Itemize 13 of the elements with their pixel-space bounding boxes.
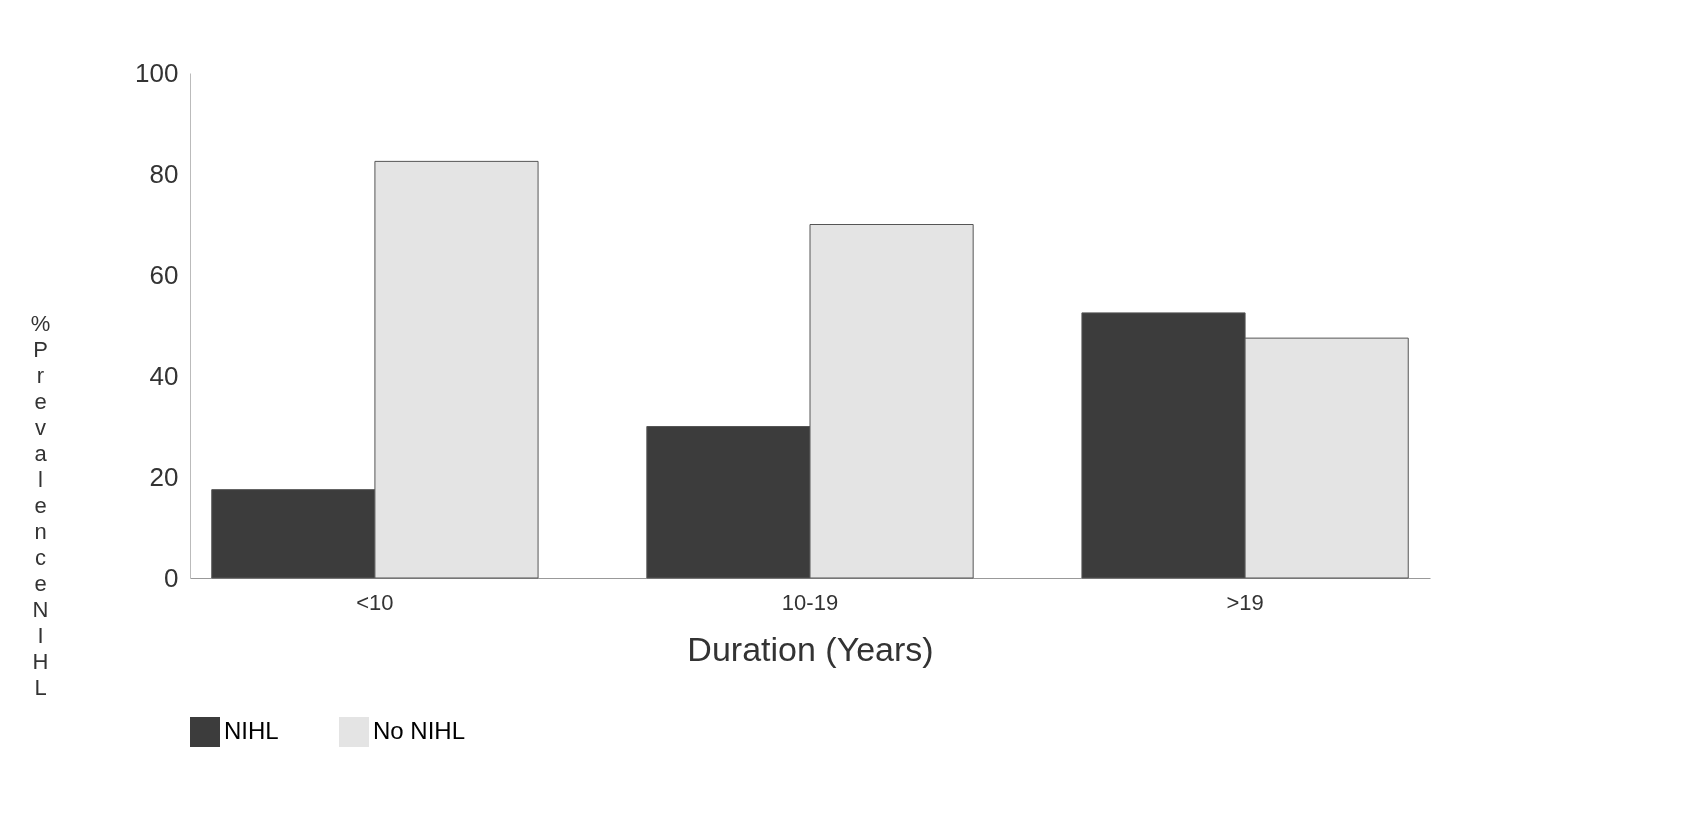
legend-label: NIHL: [224, 717, 279, 744]
legend-label: No NIHL: [373, 717, 466, 744]
y-tick-label: 40: [149, 360, 179, 391]
text: % Prevalence NIHL: [30, 310, 51, 700]
x-tick-label: >19: [1226, 589, 1264, 615]
y-tick-label: 0: [164, 562, 179, 593]
x-tick-label: 10-19: [781, 589, 839, 615]
y-tick-label: 80: [149, 158, 179, 189]
y-tick-label: 20: [149, 461, 179, 492]
y-tick-label: 100: [135, 57, 179, 88]
x-axis-title: Duration (Years): [687, 629, 934, 668]
x-tick-label: <10: [356, 589, 394, 615]
y-tick-label: 60: [149, 259, 179, 290]
